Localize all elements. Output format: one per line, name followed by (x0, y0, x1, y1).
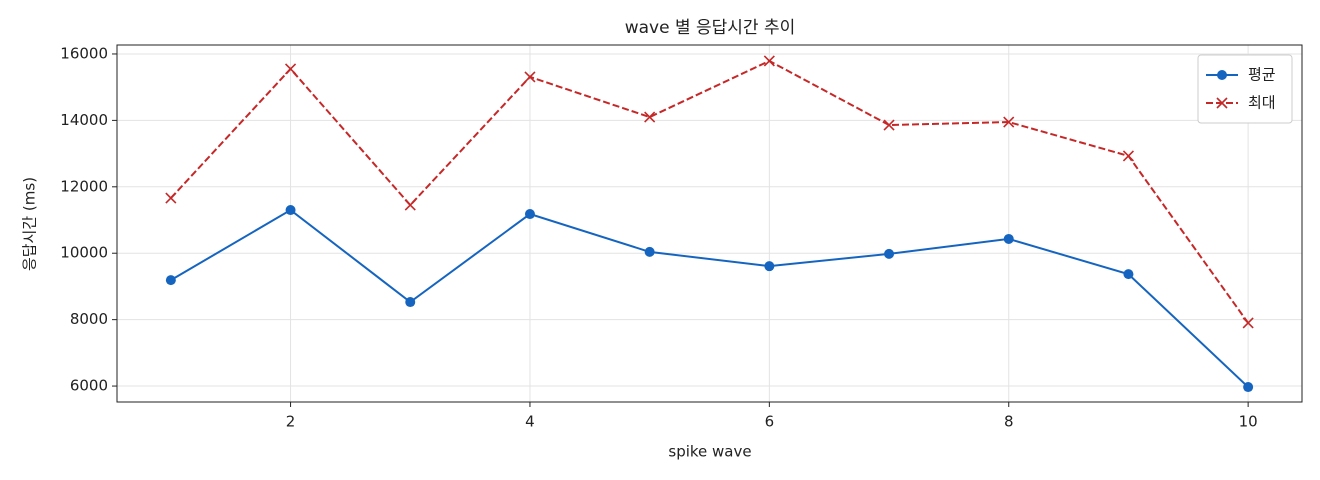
marker (165, 192, 177, 204)
y-tick-label: 6000 (70, 377, 108, 395)
marker (524, 71, 536, 83)
x-tick-label: 8 (1004, 413, 1014, 431)
x-tick-label: 4 (525, 413, 535, 431)
y-tick-label: 10000 (60, 244, 108, 262)
marker (884, 248, 895, 259)
legend-marker (1216, 97, 1228, 109)
marker (1003, 233, 1014, 244)
marker (883, 119, 895, 131)
marker (1243, 382, 1254, 393)
legend-box (1197, 54, 1293, 124)
marker (285, 205, 296, 216)
x-axis-label: spike wave (668, 443, 751, 461)
legend-label: 최대 (1248, 94, 1276, 112)
legend-label: 평균 (1248, 66, 1276, 84)
x-tick-label: 2 (286, 413, 296, 431)
y-tick-label: 16000 (60, 44, 108, 62)
marker (763, 55, 775, 67)
legend-marker (1217, 70, 1227, 80)
marker (1122, 150, 1135, 162)
y-axis-label: 응답시간 (ms) (21, 177, 39, 271)
marker (1003, 116, 1015, 128)
marker (644, 246, 655, 257)
series-line (170, 59, 1249, 324)
marker (524, 209, 535, 220)
marker (404, 199, 416, 211)
chart-title: wave 별 응답시간 추이 (625, 18, 796, 38)
plot-frame (116, 44, 1303, 403)
marker (284, 63, 297, 75)
series-line (170, 208, 1249, 388)
marker (405, 297, 416, 308)
y-tick-label: 12000 (60, 177, 108, 195)
marker (644, 111, 656, 123)
marker (1242, 317, 1254, 329)
marker (1123, 269, 1134, 280)
x-tick-label: 6 (765, 413, 775, 431)
marker (764, 261, 775, 272)
y-tick-label: 8000 (70, 310, 108, 328)
x-tick-label: 10 (1239, 413, 1258, 431)
y-tick-label: 14000 (60, 111, 108, 129)
marker (165, 275, 176, 286)
